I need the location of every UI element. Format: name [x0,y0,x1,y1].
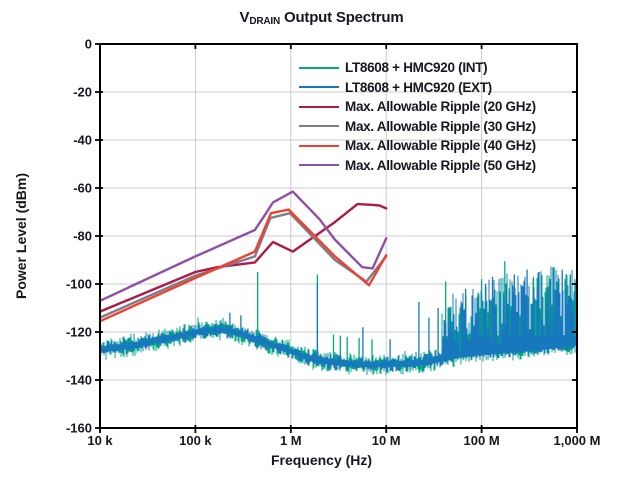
y-tick-label: -60 [73,181,92,196]
x-tick-label: 100 M [464,433,500,448]
title-rest: Output Spectrum [283,9,404,26]
y-tick-label: -80 [73,229,92,244]
x-tick-label: 10 k [87,433,113,448]
legend-label: Max. Allowable Ripple (40 GHz) [345,138,536,154]
legend-swatch [299,144,339,147]
ripple-curves [100,190,388,323]
title-v: V [239,9,250,26]
x-axis-label: Frequency (Hz) [270,452,373,468]
legend-label: Max. Allowable Ripple (50 GHz) [345,157,536,173]
y-tick-label: -140 [66,373,92,388]
x-tick-label: 1,000 M [554,433,601,448]
y-tick-label: -120 [66,325,92,340]
axis-ticks: 10 k 100 k 1 M 10 M 100 M 1,000 M 0 -20 -40 -60 -8… [66,37,601,449]
legend-item: Max. Allowable Ripple (20 GHz) [299,97,536,117]
y-tick-label: 0 [85,37,92,52]
legend-item: Max. Allowable Ripple (30 GHz) [299,117,536,137]
ripple-curve [100,190,388,302]
legend-item: Max. Allowable Ripple (40 GHz) [299,136,536,156]
ripple-curve [100,202,388,313]
noise-trace [100,266,577,373]
legend: LT8608 + HMC920 (INT) LT8608 + HMC920 (EX… [299,58,536,175]
y-tick-label: -100 [66,277,92,292]
legend-item: LT8608 + HMC920 (INT) [299,58,536,78]
y-tick-label: -160 [66,421,92,436]
title-subscript: DRAIN [249,16,280,27]
x-tick-label: 10 M [372,433,401,448]
y-tick-label: -20 [73,85,92,100]
legend-label: Max. Allowable Ripple (30 GHz) [345,118,536,134]
legend-label: LT8608 + HMC920 (EXT) [345,79,492,95]
legend-swatch [299,125,339,128]
legend-item: Max. Allowable Ripple (50 GHz) [299,156,536,176]
ripple-curve [100,208,388,323]
x-tick-label: 1 M [280,433,302,448]
chart-title: VDRAIN Output Spectrum [0,9,643,27]
legend-label: LT8608 + HMC920 (INT) [345,60,488,76]
legend-label: Max. Allowable Ripple (20 GHz) [345,99,536,115]
x-tick-label: 100 k [179,433,212,448]
legend-swatch [299,86,339,89]
legend-swatch [299,105,339,108]
legend-item: LT8608 + HMC920 (EXT) [299,78,536,98]
legend-swatch [299,164,339,167]
y-tick-label: -40 [73,133,92,148]
y-axis-label: Power Level (dBm) [13,172,29,300]
legend-swatch [299,66,339,69]
